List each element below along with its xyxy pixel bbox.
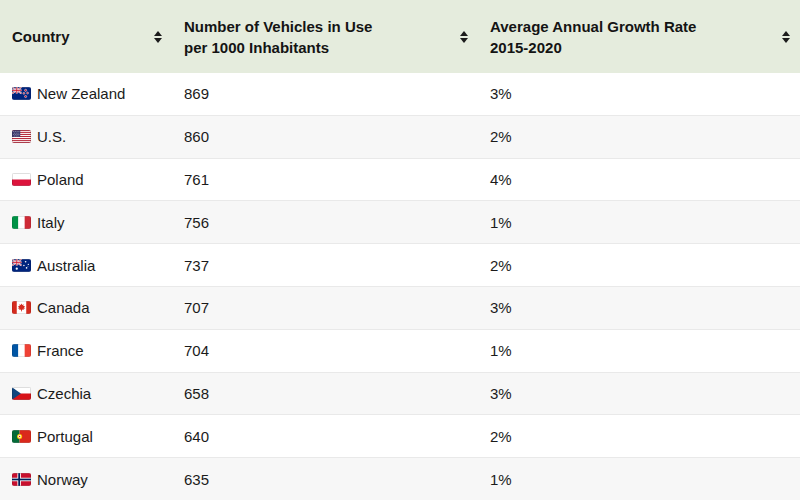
column-header-country-label: Country — [12, 26, 70, 47]
us-flag-icon — [12, 130, 31, 143]
portugal-flag-icon — [12, 430, 31, 443]
growth-cell: 2% — [478, 257, 800, 274]
sort-down-arrow-icon — [460, 38, 468, 43]
country-cell: Canada — [0, 299, 172, 316]
vehicles-cell: 869 — [172, 85, 478, 102]
new-zealand-flag-icon — [12, 87, 31, 100]
country-cell: Czechia — [0, 385, 172, 402]
vehicles-cell: 640 — [172, 428, 478, 445]
sort-down-arrow-icon — [782, 38, 790, 43]
growth-cell: 3% — [478, 299, 800, 316]
column-header-growth: Average Annual Growth Rate 2015-2020 — [478, 0, 800, 73]
table-header: Country Number of Vehicles in Use per 10… — [0, 0, 800, 73]
table-body: New Zealand 869 3% — [0, 73, 800, 500]
column-header-vehicles-line1: Number of Vehicles in Use — [184, 16, 372, 37]
vehicles-table: Country Number of Vehicles in Use per 10… — [0, 0, 800, 500]
table-row: Italy 756 1% — [0, 200, 800, 243]
table-row: France 704 1% — [0, 329, 800, 372]
country-cell: U.S. — [0, 128, 172, 145]
growth-cell: 4% — [478, 171, 800, 188]
country-name: U.S. — [37, 128, 66, 145]
column-header-country: Country — [0, 0, 172, 73]
country-name: Norway — [37, 471, 88, 488]
column-header-growth-line2: 2015-2020 — [490, 37, 696, 58]
poland-flag-icon — [12, 173, 31, 186]
country-name: Czechia — [37, 385, 91, 402]
table-row: Poland 761 4% — [0, 158, 800, 201]
table-row: Portugal 640 2% — [0, 414, 800, 457]
column-header-growth-line1: Average Annual Growth Rate — [490, 16, 696, 37]
growth-cell: 1% — [478, 214, 800, 231]
column-header-vehicles-label: Number of Vehicles in Use per 1000 Inhab… — [184, 16, 372, 58]
vehicles-cell: 737 — [172, 257, 478, 274]
table-row: Norway 635 1% — [0, 457, 800, 500]
country-name: Canada — [37, 299, 90, 316]
country-cell: Australia — [0, 257, 172, 274]
growth-cell: 3% — [478, 85, 800, 102]
sort-icon[interactable] — [782, 31, 790, 43]
sort-up-arrow-icon — [782, 31, 790, 36]
column-header-growth-label: Average Annual Growth Rate 2015-2020 — [490, 16, 696, 58]
sort-icon[interactable] — [460, 31, 468, 43]
canada-flag-icon — [12, 301, 31, 314]
growth-cell: 1% — [478, 471, 800, 488]
australia-flag-icon — [12, 259, 31, 272]
country-name: Australia — [37, 257, 95, 274]
vehicles-cell: 756 — [172, 214, 478, 231]
table-row: U.S. 860 2% — [0, 115, 800, 158]
country-cell: Poland — [0, 171, 172, 188]
sort-down-arrow-icon — [154, 38, 162, 43]
italy-flag-icon — [12, 216, 31, 229]
growth-cell: 2% — [478, 128, 800, 145]
sort-icon[interactable] — [154, 31, 162, 43]
table-row: Czechia 658 3% — [0, 372, 800, 415]
growth-cell: 3% — [478, 385, 800, 402]
country-name: France — [37, 342, 84, 359]
country-name: Italy — [37, 214, 65, 231]
vehicles-cell: 704 — [172, 342, 478, 359]
table-row: New Zealand 869 3% — [0, 73, 800, 115]
country-cell: Portugal — [0, 428, 172, 445]
country-name: Poland — [37, 171, 84, 188]
country-name: New Zealand — [37, 85, 125, 102]
sort-up-arrow-icon — [460, 31, 468, 36]
column-header-vehicles-line2: per 1000 Inhabitants — [184, 37, 372, 58]
table-row: Canada 707 3% — [0, 286, 800, 329]
vehicles-cell: 860 — [172, 128, 478, 145]
france-flag-icon — [12, 344, 31, 357]
growth-cell: 1% — [478, 342, 800, 359]
growth-cell: 2% — [478, 428, 800, 445]
country-cell: France — [0, 342, 172, 359]
norway-flag-icon — [12, 473, 31, 486]
country-cell: Italy — [0, 214, 172, 231]
vehicles-cell: 635 — [172, 471, 478, 488]
country-cell: Norway — [0, 471, 172, 488]
vehicles-cell: 707 — [172, 299, 478, 316]
column-header-vehicles: Number of Vehicles in Use per 1000 Inhab… — [172, 0, 478, 73]
vehicles-cell: 658 — [172, 385, 478, 402]
czechia-flag-icon — [12, 387, 31, 400]
table-row: Australia 737 2% — [0, 243, 800, 286]
sort-up-arrow-icon — [154, 31, 162, 36]
country-name: Portugal — [37, 428, 93, 445]
vehicles-cell: 761 — [172, 171, 478, 188]
country-cell: New Zealand — [0, 85, 172, 102]
